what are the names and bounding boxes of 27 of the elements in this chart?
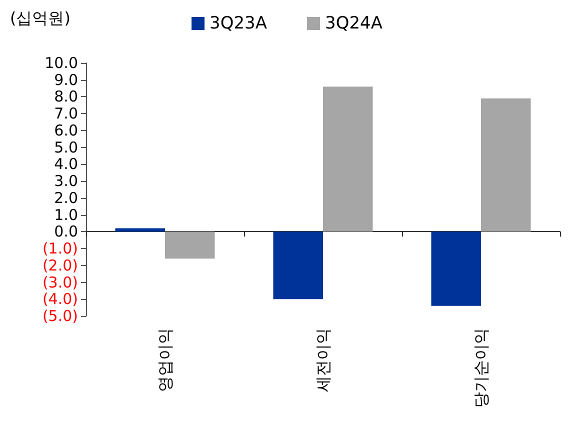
y-tick-label: 2.0 [54,188,78,207]
y-tick-label: 0.0 [54,222,78,241]
y-tick-label: (4.0) [42,290,78,308]
y-tick-label: 4.0 [54,155,78,174]
y-axis-title: (십억원) [10,8,70,28]
y-tick-label: 3.0 [54,172,78,190]
y-tick-label: 6.0 [54,121,78,140]
y-tick-label: (1.0) [42,240,78,258]
y-tick-label: (5.0) [42,307,78,325]
legend-label: 3Q24A [325,14,383,34]
x-tick-label: 영업이익 [156,328,174,392]
legend-label: 3Q23A [210,14,268,34]
x-tick-label: 세전이익 [314,328,332,392]
y-tick-label: (2.0) [42,256,78,274]
bar [273,232,323,300]
bar [431,232,481,306]
bar [323,86,373,232]
y-tick-label: 9.0 [54,70,78,89]
x-tick-label: 당기순이익 [472,328,490,408]
y-tick-label: 8.0 [54,88,78,106]
y-tick-label: (3.0) [42,273,78,292]
y-tick-label: 5.0 [54,138,78,156]
y-tick-label: 7.0 [54,104,78,123]
bar [481,98,531,232]
y-tick-label: 1.0 [54,206,78,224]
bar [165,232,215,259]
y-tick-label: 10.0 [44,54,78,72]
